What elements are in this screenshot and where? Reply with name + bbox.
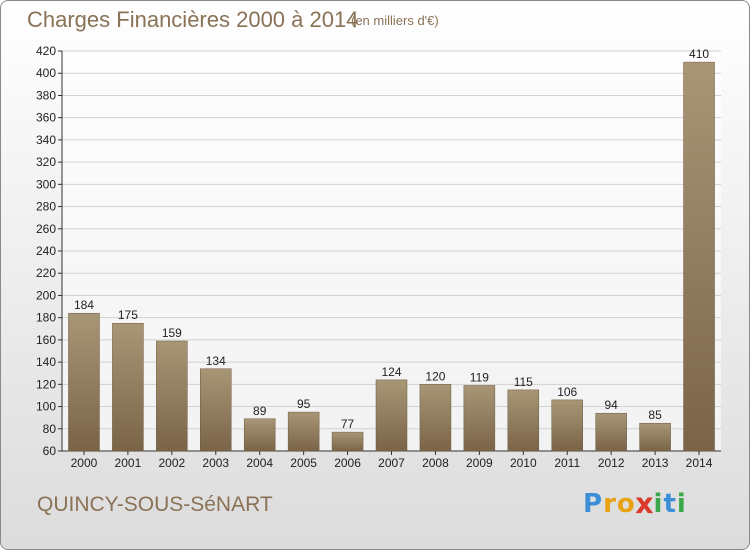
x-tick-label: 2009 bbox=[466, 456, 493, 470]
bar-value-label: 120 bbox=[425, 369, 445, 383]
y-tick-label: 100 bbox=[36, 400, 56, 414]
y-tick-label: 240 bbox=[36, 244, 56, 258]
bar bbox=[419, 384, 452, 452]
y-tick-label: 260 bbox=[36, 222, 56, 236]
bar-value-label: 175 bbox=[118, 308, 138, 322]
y-tick-label: 60 bbox=[43, 444, 57, 458]
y-tick-label: 80 bbox=[43, 422, 57, 436]
y-tick-label: 320 bbox=[36, 155, 56, 169]
bar bbox=[639, 422, 671, 452]
bar bbox=[683, 61, 715, 452]
bar-value-label: 184 bbox=[74, 298, 94, 312]
commune-name: QUINCY-SOUS-SéNART bbox=[37, 493, 273, 516]
logo-letter: x bbox=[634, 487, 655, 521]
y-tick-label: 140 bbox=[36, 355, 56, 369]
bar-value-label: 119 bbox=[470, 370, 489, 384]
chart-unit-note: (en milliers d'€) bbox=[351, 13, 439, 28]
logo-letter: i bbox=[653, 489, 664, 519]
x-tick-label: 2008 bbox=[422, 456, 449, 470]
chart-title: Charges Financières 2000 à 2014 bbox=[27, 7, 359, 32]
bar bbox=[156, 340, 188, 452]
bar bbox=[551, 399, 583, 452]
x-tick-label: 2005 bbox=[290, 456, 317, 470]
logo-letter: r bbox=[603, 489, 617, 519]
y-tick-label: 360 bbox=[36, 111, 56, 125]
y-tick-label: 200 bbox=[36, 288, 56, 302]
bar bbox=[463, 385, 496, 452]
logo-letter: o bbox=[616, 489, 636, 519]
bar bbox=[331, 431, 364, 452]
y-tick-label: 120 bbox=[36, 377, 56, 391]
proxiti-logo: Proxiti bbox=[583, 487, 687, 521]
bar bbox=[507, 389, 540, 452]
logo-letter: P bbox=[583, 489, 604, 519]
bar bbox=[375, 379, 408, 452]
bar-value-label: 94 bbox=[604, 398, 618, 412]
bar bbox=[112, 322, 144, 452]
bar-value-label: 124 bbox=[381, 365, 401, 379]
x-tick-label: 2000 bbox=[71, 456, 98, 470]
x-tick-label: 2002 bbox=[158, 456, 185, 470]
y-tick-label: 300 bbox=[36, 177, 56, 191]
x-tick-label: 2004 bbox=[246, 456, 273, 470]
y-tick-label: 400 bbox=[36, 66, 56, 80]
y-tick-label: 220 bbox=[36, 266, 56, 280]
bar-value-label: 89 bbox=[253, 404, 267, 418]
bar-value-label: 134 bbox=[206, 354, 226, 368]
y-tick-label: 380 bbox=[36, 88, 56, 102]
bar-value-label: 159 bbox=[162, 326, 182, 340]
y-tick-label: 280 bbox=[36, 200, 56, 214]
x-tick-label: 2006 bbox=[334, 456, 361, 470]
bar bbox=[287, 411, 320, 452]
logo-letter: i bbox=[676, 489, 687, 519]
y-tick-label: 420 bbox=[36, 44, 56, 58]
y-tick-label: 180 bbox=[36, 311, 56, 325]
x-tick-label: 2014 bbox=[686, 456, 713, 470]
bar bbox=[595, 412, 627, 452]
x-tick-label: 2010 bbox=[510, 456, 537, 470]
bar bbox=[68, 312, 100, 452]
bar-value-label: 410 bbox=[689, 47, 709, 61]
y-tick-label: 340 bbox=[36, 133, 56, 147]
y-tick-label: 160 bbox=[36, 333, 56, 347]
logo-letter: t bbox=[663, 489, 677, 519]
bar bbox=[200, 368, 232, 452]
bar-value-label: 115 bbox=[514, 375, 533, 389]
bar-value-label: 77 bbox=[341, 417, 355, 431]
x-tick-label: 2012 bbox=[598, 456, 625, 470]
bar-value-label: 95 bbox=[297, 397, 311, 411]
x-tick-label: 2013 bbox=[642, 456, 669, 470]
bar bbox=[243, 418, 276, 452]
bar-value-label: 106 bbox=[557, 385, 577, 399]
x-tick-label: 2003 bbox=[202, 456, 229, 470]
x-tick-label: 2011 bbox=[554, 456, 580, 470]
x-tick-label: 2001 bbox=[115, 456, 142, 470]
bar-value-label: 85 bbox=[648, 408, 662, 422]
x-tick-label: 2007 bbox=[378, 456, 405, 470]
